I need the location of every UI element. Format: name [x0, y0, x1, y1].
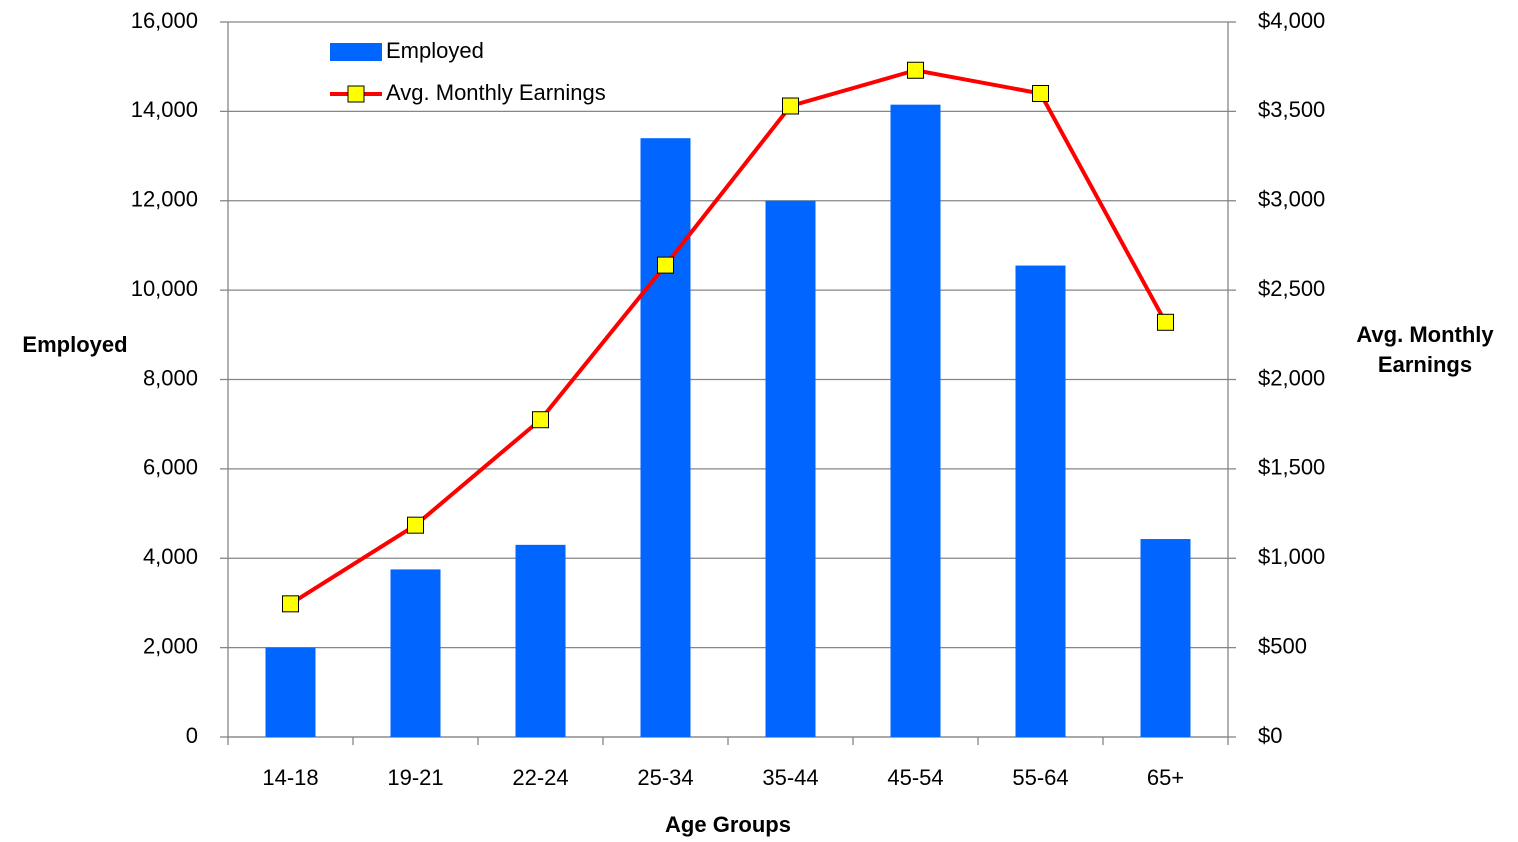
x-tick-label: 22-24 [512, 765, 568, 790]
y2-tick-label: $4,000 [1258, 8, 1325, 33]
bar [1140, 539, 1191, 737]
marker [657, 256, 674, 274]
legend-swatch [330, 43, 382, 61]
bar [265, 647, 316, 737]
legend-label: Avg. Monthly Earnings [386, 80, 606, 105]
y2-axis-title: Avg. Monthly Earnings [1356, 322, 1494, 377]
x-tick-label: 25-34 [637, 765, 693, 790]
y-tick-label: 6,000 [143, 455, 198, 480]
x-axis-title: Age Groups [665, 812, 791, 837]
y-tick-label: 2,000 [143, 633, 198, 658]
y2-tick-label: $3,000 [1258, 187, 1325, 212]
x-tick-label: 19-21 [387, 765, 443, 790]
y2-tick-label: $1,000 [1258, 544, 1325, 569]
legend-label: Employed [386, 38, 484, 63]
marker [907, 61, 924, 79]
bar [765, 200, 816, 737]
marker [1157, 313, 1174, 331]
y2-tick-label: $1,500 [1258, 455, 1325, 480]
bar [390, 569, 441, 737]
y-tick-label: 4,000 [143, 544, 198, 569]
y2-tick-label: $2,000 [1258, 365, 1325, 390]
line [289, 68, 1168, 606]
y2-tick-label: $500 [1258, 633, 1307, 658]
y2-tick-label: $2,500 [1258, 276, 1325, 301]
y-tick-label: 8,000 [143, 365, 198, 390]
y-tick-label: 0 [186, 723, 198, 748]
bar [890, 104, 941, 737]
x-tick-label: 65+ [1147, 765, 1184, 790]
marker [407, 516, 424, 534]
y-tick-label: 10,000 [131, 276, 198, 301]
marker [282, 595, 299, 613]
marker [1032, 85, 1049, 102]
bar [515, 544, 566, 737]
y-tick-label: 12,000 [131, 187, 198, 212]
y-tick-label: 16,000 [131, 8, 198, 33]
x-tick-label: 35-44 [762, 765, 818, 790]
marker [532, 411, 549, 429]
y-tick-label: 14,000 [131, 97, 198, 122]
bar [1015, 265, 1066, 737]
legend-marker [347, 85, 365, 103]
y2-tick-label: $3,500 [1258, 97, 1325, 122]
y2-tick-label: $0 [1258, 723, 1282, 748]
marker [782, 97, 799, 115]
bar [640, 138, 691, 737]
y-axis-title: Employed [22, 332, 127, 357]
x-tick-label: 55-64 [1012, 765, 1068, 790]
x-tick-label: 45-54 [887, 765, 943, 790]
x-tick-label: 14-18 [262, 765, 318, 790]
